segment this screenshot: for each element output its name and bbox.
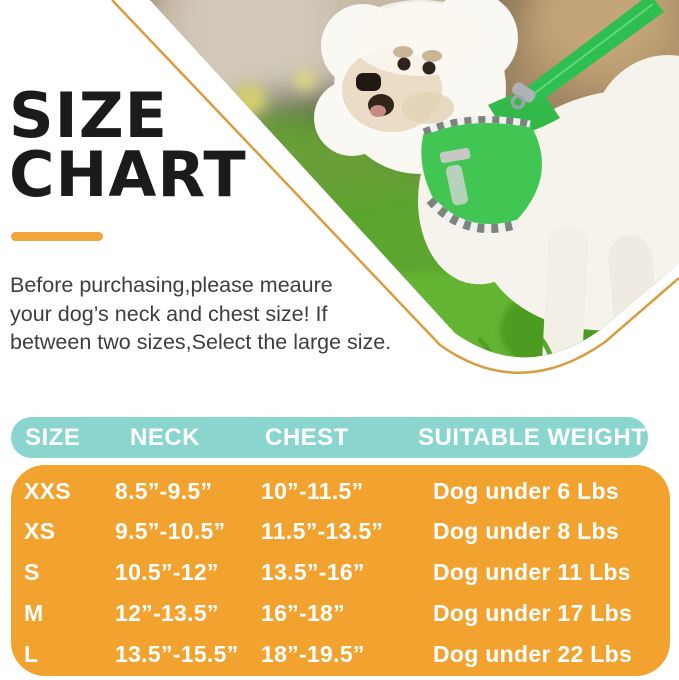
header-neck: NECK [130, 424, 201, 451]
cell-size: XS [24, 518, 56, 544]
cell-neck: 8.5”-9.5” [115, 478, 213, 504]
intro-line: Before purchasing,please meaure [10, 273, 333, 297]
intro-text: Before purchasing,please meaure your dog… [10, 271, 450, 357]
title-underline [11, 232, 103, 241]
cell-size: S [24, 559, 40, 585]
table-row: XXS 8.5”-9.5” 10”-11.5” Dog under 6 Lbs [11, 471, 670, 511]
harness-buckle [439, 147, 471, 164]
table-row: M 12”-13.5” 16”-18” Dog under 17 Lbs [11, 593, 670, 633]
cell-size: XXS [24, 478, 71, 504]
cell-size: M [24, 600, 44, 626]
cell-neck: 12”-13.5” [115, 600, 219, 626]
cell-chest: 13.5”-16” [261, 559, 365, 585]
harness-reflective-strip [445, 164, 469, 206]
cell-size: L [24, 641, 39, 667]
header-chest: CHEST [265, 424, 349, 451]
cell-weight: Dog under 11 Lbs [433, 559, 631, 585]
table-row: XS 9.5”-10.5” 11.5”-13.5” Dog under 8 Lb… [11, 511, 670, 551]
cell-chest: 10”-11.5” [261, 478, 364, 504]
size-table-body: XXS 8.5”-9.5” 10”-11.5” Dog under 6 Lbs … [11, 465, 670, 676]
cell-chest: 11.5”-13.5” [261, 518, 384, 544]
intro-line: your dog’s neck and chest size! If [10, 301, 328, 326]
cell-weight: Dog under 17 Lbs [433, 600, 633, 626]
cell-neck: 13.5”-15.5” [115, 641, 239, 667]
dog-face [342, 0, 490, 132]
cell-weight: Dog under 8 Lbs [433, 518, 619, 544]
dog-nose [356, 73, 381, 91]
dog-tongue [370, 105, 386, 117]
cell-chest: 16”-18” [261, 600, 345, 626]
leash [510, 0, 664, 110]
cell-neck: 9.5”-10.5” [115, 518, 226, 544]
dog-photo [111, 0, 679, 374]
table-row: S 10.5”-12” 13.5”-16” Dog under 11 Lbs [11, 552, 670, 592]
cell-neck: 10.5”-12” [115, 559, 219, 585]
dog-eye-right [422, 61, 436, 75]
header-suitable-weight: SUITABLE WEIGHT [418, 424, 647, 451]
size-table-header: SIZE NECK CHEST SUITABLE WEIGHT [11, 417, 648, 458]
diagonal-accent-line [111, 0, 679, 374]
dog-eye-left [397, 57, 411, 71]
header-size: SIZE [25, 424, 81, 451]
cell-weight: Dog under 22 Lbs [433, 641, 633, 667]
table-row: L 13.5”-15.5” 18”-19.5” Dog under 22 Lbs [11, 634, 670, 674]
leash-clip-icon [512, 82, 536, 103]
page-title: SIZE CHART [9, 79, 247, 211]
cell-weight: Dog under 6 Lbs [433, 478, 619, 504]
harness [421, 88, 560, 234]
cell-chest: 18”-19.5” [261, 641, 365, 667]
page-title-line2: CHART [9, 138, 247, 211]
intro-line: between two sizes,Select the large size. [10, 330, 392, 354]
page-title-line1: SIZE [9, 79, 169, 152]
